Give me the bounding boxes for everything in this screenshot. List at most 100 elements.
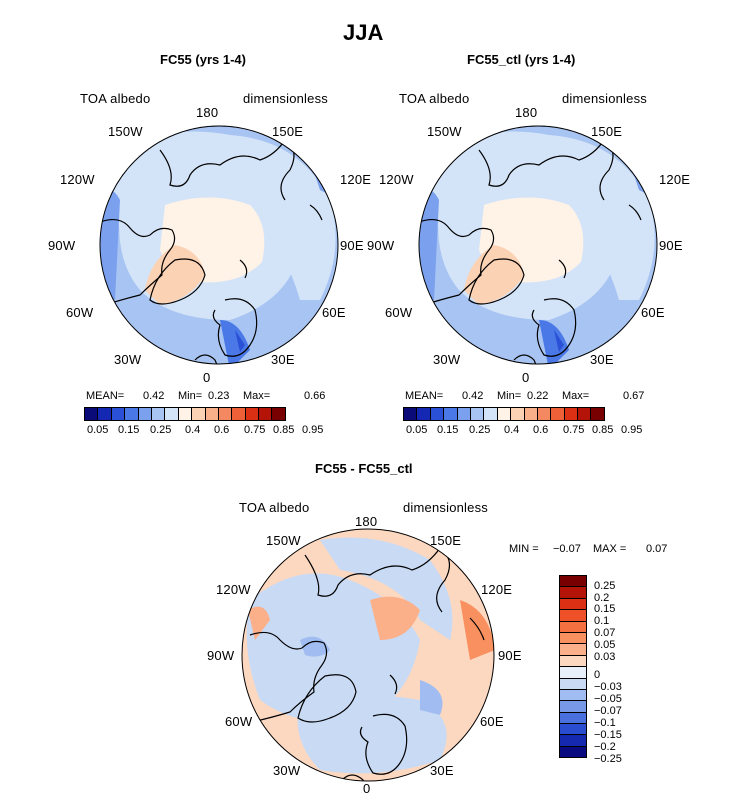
cb3-tick: −0.15 xyxy=(594,729,622,741)
panel3-lon-60w: 60W xyxy=(225,714,253,729)
panel2-lon-180: 180 xyxy=(515,105,538,120)
cb2-tick: 0.85 xyxy=(592,424,614,436)
colorbar-swatch xyxy=(271,407,286,421)
colorbar-swatch xyxy=(231,407,246,421)
cb3-tick: 0 xyxy=(594,669,601,681)
colorbar-swatch xyxy=(590,407,605,421)
cb3-tick: −0.25 xyxy=(594,753,622,765)
panel1-lon-90e: 90E xyxy=(340,238,364,253)
cb1-tick: 0.4 xyxy=(185,424,201,436)
colorbar-swatch xyxy=(403,407,418,421)
panel2-subtitle: FC55_ctl (yrs 1-4) xyxy=(467,52,576,67)
panel3-lon-120w: 120W xyxy=(216,582,251,597)
cb1-tick: 0.85 xyxy=(273,424,295,436)
cb3-tick: 0.1 xyxy=(594,615,610,627)
panel2-variable-label: TOA albedo xyxy=(399,91,470,106)
panel2-lon-120w: 120W xyxy=(379,172,414,187)
colorbar-swatch xyxy=(244,407,260,421)
panel2-mean-value: 0.42 xyxy=(462,390,484,402)
panel3-colorbar-ticks: 0.25 0.2 0.15 0.1 0.07 0.05 0.03 0 −0.03… xyxy=(594,575,654,775)
panel1-variable-label: TOA albedo xyxy=(80,91,151,106)
cb3-tick: 0.03 xyxy=(594,651,616,663)
cb3-tick: 0.2 xyxy=(594,592,610,604)
figure-title: JJA xyxy=(343,20,384,45)
panel1-colorbar xyxy=(84,407,286,421)
panel1-lon-0: 0 xyxy=(203,370,211,385)
cb1-tick: 0.15 xyxy=(118,424,140,436)
colorbar-swatch xyxy=(496,407,512,421)
panel3-lon-30e: 30E xyxy=(430,763,454,778)
cb2-tick: 0.25 xyxy=(469,424,491,436)
colorbar-swatch xyxy=(191,407,206,421)
colorbar-swatch xyxy=(443,407,458,421)
panel1-lon-180: 180 xyxy=(196,105,219,120)
panel1-lon-120e: 120E xyxy=(340,172,372,187)
panel3-min-label: MIN = xyxy=(509,543,539,555)
colorbar-swatch xyxy=(563,407,579,421)
panel2-colorbar xyxy=(403,407,605,421)
colorbar-swatch xyxy=(429,407,445,421)
colorbar-swatch xyxy=(110,407,126,421)
panel1-subtitle: FC55 (yrs 1-4) xyxy=(160,52,246,67)
cb1-tick: 0.75 xyxy=(244,424,266,436)
panel3-lon-150w: 150W xyxy=(266,533,301,548)
panel1-units-label: dimensionless xyxy=(243,91,328,106)
panel2-min-value: 0.22 xyxy=(527,390,549,402)
panel2-lon-150e: 150E xyxy=(591,124,623,139)
cb2-tick: 0.75 xyxy=(563,424,585,436)
panel1-min-value: 0.23 xyxy=(208,390,230,402)
colorbar-swatch xyxy=(550,407,565,421)
colorbar-swatch xyxy=(456,407,471,421)
panel1-lon-60e: 60E xyxy=(322,305,346,320)
colorbar-swatch xyxy=(559,745,587,759)
cb1-tick: 0.05 xyxy=(87,424,109,436)
panel3-min-value: −0.07 xyxy=(553,543,581,555)
colorbar-swatch xyxy=(577,407,592,421)
panel3-lon-150e: 150E xyxy=(430,533,462,548)
panel1-lon-120w: 120W xyxy=(60,172,95,187)
panel1-max-value: 0.66 xyxy=(304,390,326,402)
panel2-units-label: dimensionless xyxy=(562,91,647,106)
colorbar-swatch xyxy=(164,407,179,421)
colorbar-swatch xyxy=(258,407,273,421)
panel1-lon-30w: 30W xyxy=(114,352,142,367)
colorbar-swatch xyxy=(137,407,152,421)
panel2-mean-label: MEAN= xyxy=(405,390,444,402)
panel2-lon-90w: 90W xyxy=(367,238,395,253)
panel2-lon-0: 0 xyxy=(522,370,530,385)
colorbar-swatch xyxy=(469,407,485,421)
panel2-lon-30e: 30E xyxy=(590,352,614,367)
panel1-lon-30e: 30E xyxy=(271,352,295,367)
cb2-tick: 0.95 xyxy=(621,424,643,436)
panel2-max-value: 0.67 xyxy=(623,390,645,402)
colorbar-swatch xyxy=(177,407,193,421)
panel1-mean-label: MEAN= xyxy=(86,390,125,402)
colorbar-swatch xyxy=(536,407,552,421)
panel3-lon-60e: 60E xyxy=(480,714,504,729)
cb2-tick: 0.05 xyxy=(406,424,428,436)
panel1-mean-value: 0.42 xyxy=(143,390,165,402)
colorbar-swatch xyxy=(204,407,219,421)
colorbar-swatch xyxy=(416,407,431,421)
panel3-units-label: dimensionless xyxy=(403,500,488,515)
panel2-colorbar-ticks: 0.05 0.15 0.25 0.4 0.6 0.75 0.85 0.95 xyxy=(403,424,653,440)
cb3-tick: −0.2 xyxy=(594,741,616,753)
panel2-min-label: Min= xyxy=(497,390,522,402)
panel2-max-label: Max= xyxy=(562,390,590,402)
cb3-tick: 0.05 xyxy=(594,639,616,651)
panel3-subtitle: FC55 - FC55_ctl xyxy=(315,461,413,476)
cb2-tick: 0.6 xyxy=(533,424,549,436)
colorbar-swatch xyxy=(523,407,538,421)
colorbar-swatch xyxy=(84,407,99,421)
panel3-lon-180: 180 xyxy=(355,514,378,529)
panel3-lon-30w: 30W xyxy=(273,763,301,778)
panel1-lon-150e: 150E xyxy=(272,124,304,139)
colorbar-swatch xyxy=(124,407,139,421)
panel1-lon-90w: 90W xyxy=(48,238,76,253)
panel2-lon-60e: 60E xyxy=(641,305,665,320)
panel1-max-label: Max= xyxy=(243,390,271,402)
cb3-tick: 0.07 xyxy=(594,627,616,639)
panel2-lon-90e: 90E xyxy=(659,238,683,253)
cb3-tick: −0.07 xyxy=(594,705,622,717)
panel3-colorbar xyxy=(559,575,587,759)
